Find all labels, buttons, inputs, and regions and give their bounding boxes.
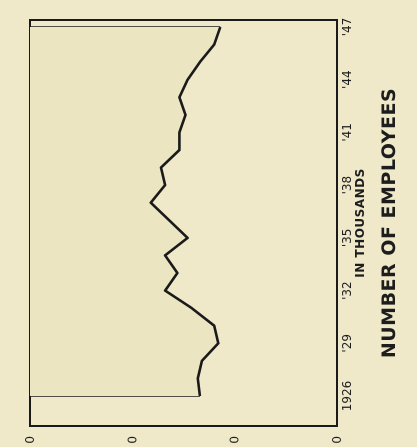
x-tick-label: '29: [340, 334, 354, 353]
y-tick-label: 150: [330, 436, 344, 443]
y-tick-label: 100: [228, 436, 242, 443]
y-tick-label: 0: [23, 436, 37, 443]
x-tick-label: '38: [340, 176, 354, 195]
x-tick-label: '47: [340, 18, 354, 37]
x-tick-label: '32: [340, 281, 354, 300]
x-tick-label: 1926: [340, 381, 354, 412]
x-tick-label: '35: [340, 229, 354, 248]
series-line: [149, 26, 222, 397]
x-tick-label: '44: [340, 70, 354, 89]
x-tick-label: '41: [340, 123, 354, 142]
chart-subtitle: IN THOUSANDS: [353, 168, 367, 277]
y-tick-label: 50: [125, 436, 139, 443]
chart-title: NUMBER OF EMPLOYEES: [378, 88, 400, 358]
series-area: [30, 27, 221, 396]
